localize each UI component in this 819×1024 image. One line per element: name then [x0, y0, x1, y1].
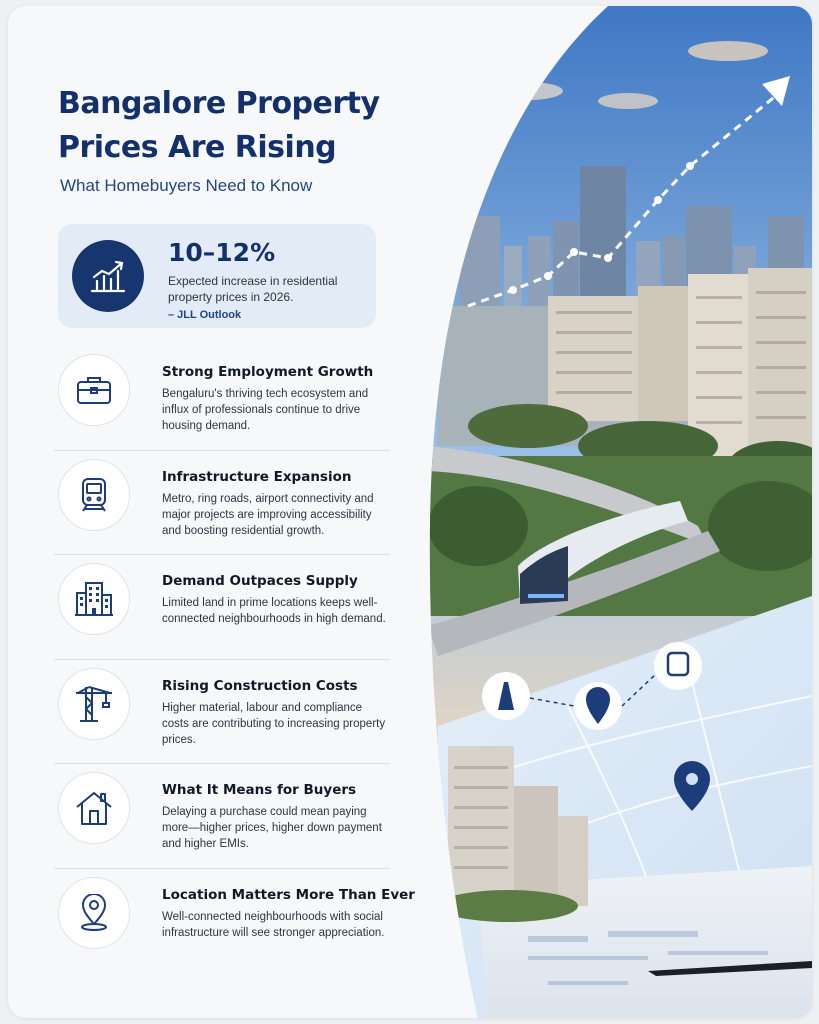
- trend-up-chart-icon: [72, 240, 144, 312]
- item-description: Higher material, labour and compliance c…: [162, 701, 386, 746]
- stat-highlight-box: 10–12% Expected increase in residential …: [58, 224, 376, 328]
- item-description: Limited land in prime locations keeps we…: [162, 597, 386, 625]
- construction-crane-icon: [58, 667, 130, 740]
- item-title: Strong Employment Growth: [162, 364, 374, 380]
- item-description: Well-connected neighbourhoods with socia…: [162, 910, 385, 939]
- infographic-card: Bangalore Property Prices Are Rising Wha…: [8, 6, 812, 1018]
- list-item: Demand Outpaces Supply Limited land in p…: [54, 555, 390, 660]
- factor-list: Strong Employment Growth Bengaluru's thr…: [54, 346, 415, 974]
- briefcase-icon: [58, 354, 130, 426]
- city-skyline-illustration: [429, 6, 812, 1018]
- item-title: Demand Outpaces Supply: [162, 573, 358, 589]
- item-title: Rising Construction Costs: [162, 677, 358, 694]
- item-title: What It Means for Buyers: [162, 782, 357, 798]
- stat-source: – JLL Outlook: [168, 309, 242, 321]
- item-description: Delaying a purchase could mean paying mo…: [162, 806, 382, 850]
- stat-value: 10–12%: [168, 238, 276, 267]
- list-item: What It Means for Buyers Delaying a purc…: [54, 764, 390, 869]
- stat-description: Expected increase in residential propert…: [168, 274, 338, 304]
- page-subtitle: What Homebuyers Need to Know: [60, 176, 313, 195]
- list-item: Rising Construction Costs Higher materia…: [54, 660, 390, 764]
- page-title: Bangalore Property Prices Are Rising: [58, 86, 380, 165]
- list-item: Infrastructure Expansion Metro, ring roa…: [54, 451, 390, 555]
- metro-train-icon: [58, 458, 130, 531]
- item-title: Location Matters More Than Ever: [162, 886, 415, 903]
- item-description: Metro, ring roads, airport connectivity …: [162, 492, 374, 537]
- item-description: Bengaluru's thriving tech ecosystem and …: [162, 388, 369, 432]
- list-item: Location Matters More Than Ever Well-con…: [54, 869, 415, 974]
- item-title: Infrastructure Expansion: [162, 468, 352, 485]
- buildings-icon: [58, 563, 130, 635]
- location-pin-icon: [58, 876, 130, 949]
- house-icon: [58, 772, 130, 844]
- list-item: Strong Employment Growth Bengaluru's thr…: [54, 346, 390, 451]
